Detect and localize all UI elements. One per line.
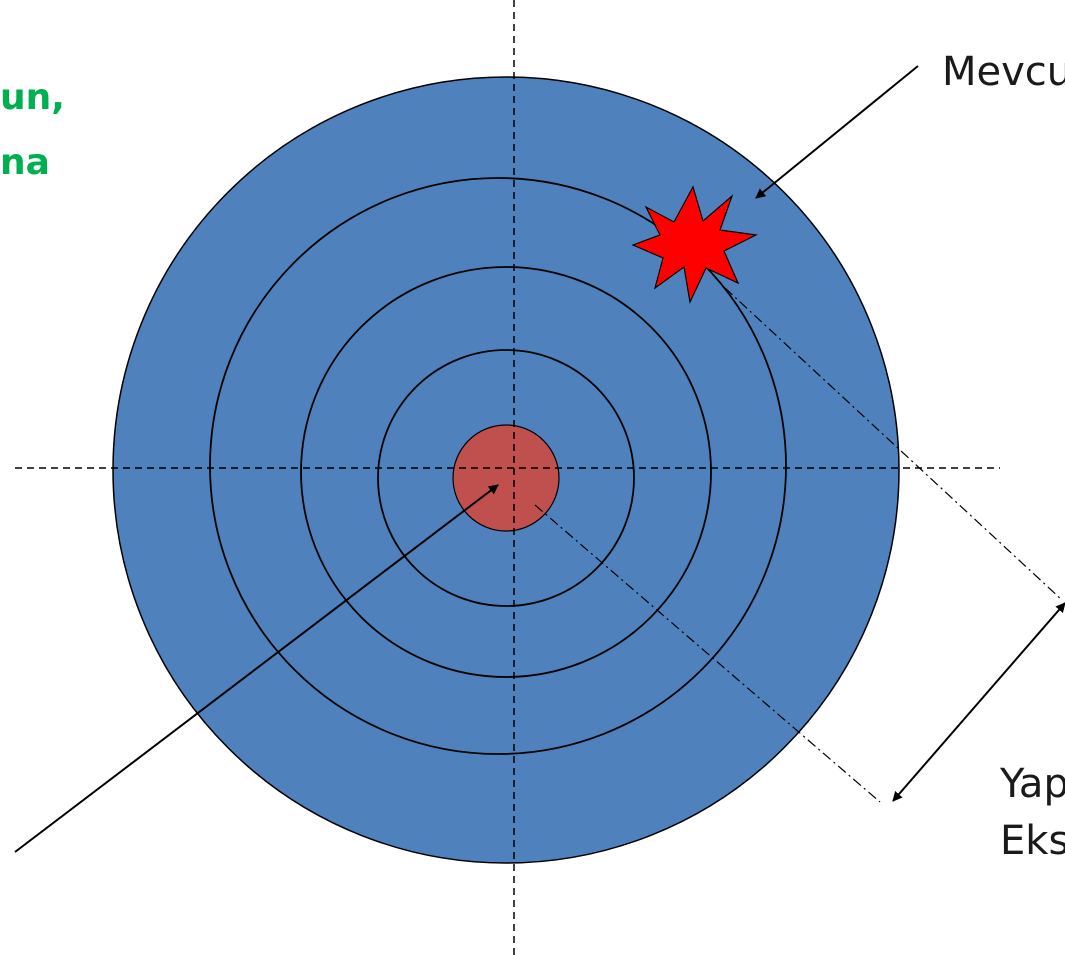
target-ring-2 <box>377 349 635 607</box>
bottom-right-label-line1: Yap <box>1000 761 1065 807</box>
dimension-arrow-down <box>892 701 980 802</box>
target-ring-3 <box>300 266 712 678</box>
red-starburst-icon <box>631 185 758 304</box>
extension-line-upper <box>724 287 1063 601</box>
green-label-line2: na <box>0 142 50 183</box>
arrow-to-bullseye <box>14 484 499 853</box>
bottom-right-label-line2: Eks <box>1000 818 1065 864</box>
green-label-line1: un, <box>0 77 65 118</box>
extension-line-lower <box>534 504 881 803</box>
arrow-to-starburst <box>755 65 919 199</box>
top-right-label: Mevcu <box>942 49 1065 95</box>
dimension-arrow-up <box>978 602 1065 703</box>
bullseye <box>452 424 560 532</box>
target-ring-4 <box>209 177 787 755</box>
